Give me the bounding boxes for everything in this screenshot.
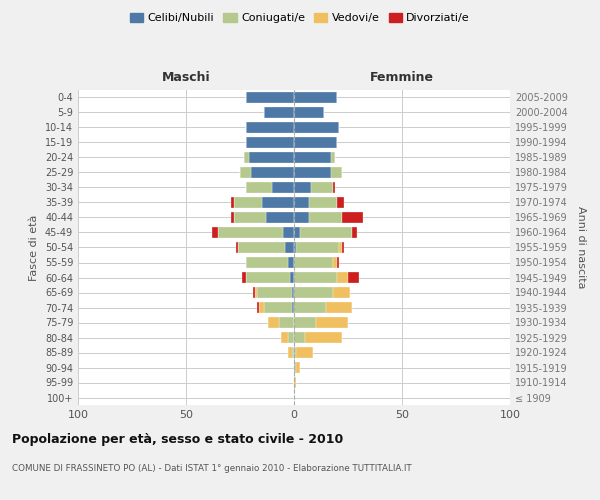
Bar [247,122,294,134]
Bar [294,316,316,328]
Bar [253,286,255,298]
Bar [294,122,340,134]
Bar [248,152,294,164]
Bar [331,166,341,178]
Text: Popolazione per età, sesso e stato civile - 2010: Popolazione per età, sesso e stato civil… [12,432,343,446]
Bar [294,272,337,283]
Bar [294,182,311,194]
Bar [341,242,344,254]
Bar [240,166,251,178]
Bar [316,316,348,328]
Bar [296,362,301,374]
Text: Femmine: Femmine [370,71,434,84]
Bar [266,212,294,224]
Bar [218,226,283,238]
Bar [262,196,294,208]
Y-axis label: Fasce di età: Fasce di età [29,214,39,280]
Bar [311,182,333,194]
Bar [333,286,350,298]
Bar [287,256,294,268]
Bar [337,196,344,208]
Bar [337,256,340,268]
Bar [272,182,294,194]
Bar [212,226,218,238]
Text: COMUNE DI FRASSINETO PO (AL) - Dati ISTAT 1° gennaio 2010 - Elaborazione TUTTITA: COMUNE DI FRASSINETO PO (AL) - Dati ISTA… [12,464,412,473]
Bar [247,182,272,194]
Bar [294,152,331,164]
Bar [292,302,294,314]
Bar [294,286,333,298]
Bar [244,152,248,164]
Bar [333,256,337,268]
Bar [294,346,296,358]
Bar [309,212,341,224]
Bar [294,376,296,388]
Bar [296,346,313,358]
Bar [294,92,337,104]
Bar [281,332,287,344]
Bar [247,92,294,104]
Bar [259,302,264,314]
Text: Maschi: Maschi [161,71,211,84]
Bar [296,242,340,254]
Bar [292,346,294,358]
Bar [341,212,363,224]
Bar [268,316,279,328]
Bar [290,272,294,283]
Bar [236,242,238,254]
Bar [294,332,305,344]
Bar [294,166,331,178]
Bar [294,302,326,314]
Bar [287,332,294,344]
Bar [348,272,359,283]
Bar [287,346,292,358]
Bar [292,286,294,298]
Bar [283,226,294,238]
Legend: Celibi/Nubili, Coniugati/e, Vedovi/e, Divorziati/e: Celibi/Nubili, Coniugati/e, Vedovi/e, Di… [125,8,475,28]
Bar [232,196,233,208]
Bar [232,212,233,224]
Bar [326,302,352,314]
Bar [279,316,294,328]
Bar [255,286,257,298]
Bar [257,286,292,298]
Bar [264,106,294,118]
Bar [294,212,309,224]
Bar [257,302,259,314]
Bar [352,226,356,238]
Bar [294,256,333,268]
Bar [247,256,287,268]
Bar [238,242,286,254]
Bar [233,196,262,208]
Bar [286,242,294,254]
Bar [331,152,335,164]
Bar [294,242,296,254]
Bar [294,196,309,208]
Bar [233,212,266,224]
Bar [294,136,337,148]
Bar [264,302,292,314]
Bar [337,272,348,283]
Bar [251,166,294,178]
Bar [242,272,247,283]
Bar [333,182,335,194]
Bar [340,242,341,254]
Y-axis label: Anni di nascita: Anni di nascita [576,206,586,288]
Bar [309,196,337,208]
Bar [247,272,290,283]
Bar [294,362,296,374]
Bar [305,332,341,344]
Bar [301,226,352,238]
Bar [294,226,301,238]
Bar [294,106,324,118]
Bar [247,136,294,148]
